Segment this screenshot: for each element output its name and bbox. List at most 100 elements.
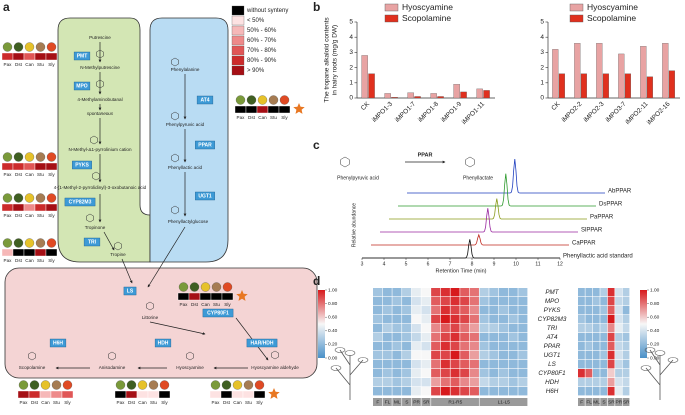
synteny-cell xyxy=(278,105,291,114)
heat-cell xyxy=(489,288,499,297)
heat-cell xyxy=(622,342,630,351)
heat-cell xyxy=(382,387,392,396)
species-label: Sly xyxy=(48,213,55,218)
heat-cell xyxy=(578,369,585,378)
heat-cell xyxy=(440,306,450,315)
bar xyxy=(580,73,587,99)
species-label: Can xyxy=(258,115,267,120)
species-icon xyxy=(115,380,126,390)
synteny-cell xyxy=(245,105,258,114)
heat-cell xyxy=(578,360,585,369)
leaf xyxy=(667,357,679,363)
heat-cell xyxy=(508,297,518,306)
bar xyxy=(646,76,653,99)
heat-cell xyxy=(450,351,460,360)
heat-cell xyxy=(469,306,479,315)
heat-cell xyxy=(421,306,431,315)
heat-cell xyxy=(431,324,441,333)
species-label: Pax xyxy=(117,400,126,405)
compound: N-Methylputrescine xyxy=(80,65,120,70)
heat-cell xyxy=(489,369,499,378)
heat-cell xyxy=(615,351,622,360)
heat-cell xyxy=(592,342,600,351)
heat-cell xyxy=(411,360,421,369)
heat-cell xyxy=(431,315,441,324)
heat-cell xyxy=(450,315,460,324)
species-icon xyxy=(2,152,13,162)
synteny-cell xyxy=(1,203,14,212)
heat-cell xyxy=(479,387,489,396)
trace xyxy=(407,158,605,194)
species-label: Dst xyxy=(31,400,39,405)
synteny-cell xyxy=(210,292,223,301)
species-label: Can xyxy=(25,258,34,263)
species-icon xyxy=(13,42,24,52)
species-label: Stu xyxy=(37,213,44,218)
arrow xyxy=(121,258,133,284)
heat-cell xyxy=(382,342,392,351)
heat-cell xyxy=(431,378,441,387)
ring xyxy=(146,301,154,311)
heat-cell xyxy=(622,378,630,387)
heat-cell xyxy=(440,315,450,324)
synteny-cell xyxy=(17,390,30,399)
heat-cell xyxy=(373,297,383,306)
heat-cell xyxy=(622,387,630,396)
heat-cell xyxy=(421,342,431,351)
heat-cell xyxy=(508,306,518,315)
heat-cell xyxy=(411,324,421,333)
species-icon xyxy=(246,95,257,105)
heat-cell xyxy=(392,342,402,351)
heat-cell xyxy=(411,297,421,306)
heat-cell xyxy=(479,324,489,333)
heat-cell xyxy=(373,315,383,324)
heat-cell xyxy=(585,342,593,351)
heat-cell xyxy=(600,369,608,378)
species-label: Pax xyxy=(212,400,221,405)
heat-cell xyxy=(450,288,460,297)
heat-cell xyxy=(585,324,593,333)
species-icon xyxy=(13,238,24,248)
species-label: Stu xyxy=(270,115,277,120)
column-group xyxy=(578,398,585,406)
bar xyxy=(624,73,631,99)
heat-cell xyxy=(600,333,608,342)
heat-cell xyxy=(411,333,421,342)
heat-cell xyxy=(373,360,383,369)
heat-cell xyxy=(421,369,431,378)
species-icon xyxy=(46,42,57,52)
heat-cell xyxy=(592,360,600,369)
heat-cell xyxy=(518,333,528,342)
species-label: Pax xyxy=(4,213,13,218)
heat-cell xyxy=(392,360,402,369)
trace xyxy=(398,173,596,207)
enzyme: AT4 xyxy=(200,98,209,104)
heat-cell xyxy=(431,369,441,378)
heat-cell xyxy=(421,360,431,369)
arrow xyxy=(103,231,115,251)
bar xyxy=(618,53,625,99)
heat-cell xyxy=(392,297,402,306)
species-label: Pax xyxy=(4,172,13,177)
heat-cell xyxy=(440,387,450,396)
heat-cell xyxy=(373,324,383,333)
heat-cell xyxy=(585,360,593,369)
heat-cell xyxy=(498,360,509,369)
species-icon xyxy=(13,193,24,203)
ring xyxy=(28,351,36,361)
heat-cell xyxy=(585,333,593,342)
synteny-cell xyxy=(221,292,234,301)
heat-cell xyxy=(600,387,608,396)
ring xyxy=(90,135,98,145)
bar xyxy=(361,55,368,99)
heat-cell xyxy=(489,342,499,351)
leaf xyxy=(654,350,666,356)
heat-cell xyxy=(411,306,421,315)
colorbar-label: 0.20 xyxy=(650,342,660,348)
legend-swatch xyxy=(384,3,399,12)
y-tick-label: 3 xyxy=(349,49,353,56)
species-icon xyxy=(243,380,254,390)
leaf xyxy=(357,357,369,363)
species-label: Sly xyxy=(281,115,288,120)
legend-swatch xyxy=(231,15,245,26)
